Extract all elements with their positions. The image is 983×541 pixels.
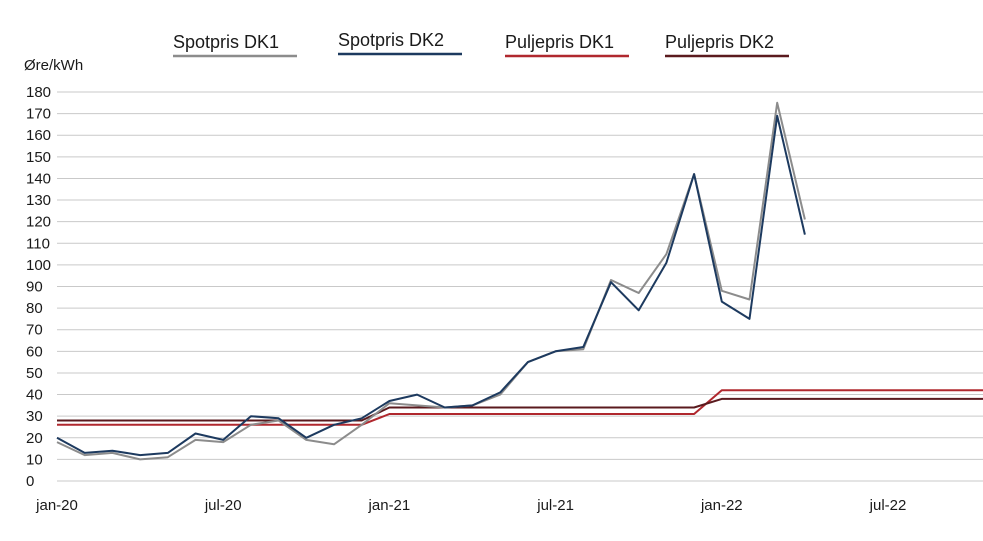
series-line-puljepris-dk1 <box>57 389 983 426</box>
series-lines <box>56 101 983 461</box>
gridlines <box>57 91 983 482</box>
y-axis-unit-label: Øre/kWh <box>24 57 83 74</box>
legend-label-spotpris-dk1: Spotpris DK1 <box>173 32 279 52</box>
x-tick-label: jan-22 <box>700 497 743 514</box>
legend: Spotpris DK1 Spotpris DK2 Puljepris DK1 Pul… <box>173 30 789 58</box>
legend-label-puljepris-dk2: Puljepris DK2 <box>665 32 774 52</box>
y-tick-label: 180 <box>26 84 51 101</box>
y-tick-label: 80 <box>26 300 43 317</box>
y-tick-label: 120 <box>26 214 51 231</box>
x-tick-label: jul-20 <box>204 497 242 514</box>
legend-label-puljepris-dk1: Puljepris DK1 <box>505 32 614 52</box>
x-tick-label: jan-21 <box>368 497 411 514</box>
y-tick-label: 30 <box>26 408 43 425</box>
y-tick-label: 20 <box>26 430 43 447</box>
y-tick-label: 160 <box>26 127 51 144</box>
y-tick-label: 70 <box>26 322 43 339</box>
series-line-puljepris-dk2 <box>57 397 983 422</box>
y-tick-label: 0 <box>26 473 34 490</box>
y-tick-label: 170 <box>26 106 51 123</box>
y-tick-label: 140 <box>26 170 51 187</box>
y-tick-label: 60 <box>26 343 43 360</box>
y-tick-label: 10 <box>26 451 43 468</box>
y-tick-label: 130 <box>26 192 51 209</box>
y-tick-label: 110 <box>26 235 50 252</box>
y-tick-label: 150 <box>26 149 51 166</box>
legend-label-spotpris-dk2: Spotpris DK2 <box>338 30 444 50</box>
y-tick-label: 90 <box>26 279 43 296</box>
y-tick-label: 50 <box>26 365 43 382</box>
series-line-spotpris-dk1 <box>56 101 806 461</box>
x-tick-label: jul-22 <box>869 497 907 514</box>
series-line-spotpris-dk2 <box>56 114 806 457</box>
y-axis-ticks: 0 10 20 30 40 50 60 70 80 90 100 110 120 130 140 150 160… <box>26 84 51 490</box>
x-tick-label: jan-20 <box>35 497 78 514</box>
y-tick-label: 40 <box>26 387 43 404</box>
x-axis-ticks: jan-20 jul-20 jan-21 jul-21 jan-22 jul-22 <box>35 497 906 514</box>
y-tick-label: 100 <box>26 257 51 274</box>
x-tick-label: jul-21 <box>536 497 574 514</box>
